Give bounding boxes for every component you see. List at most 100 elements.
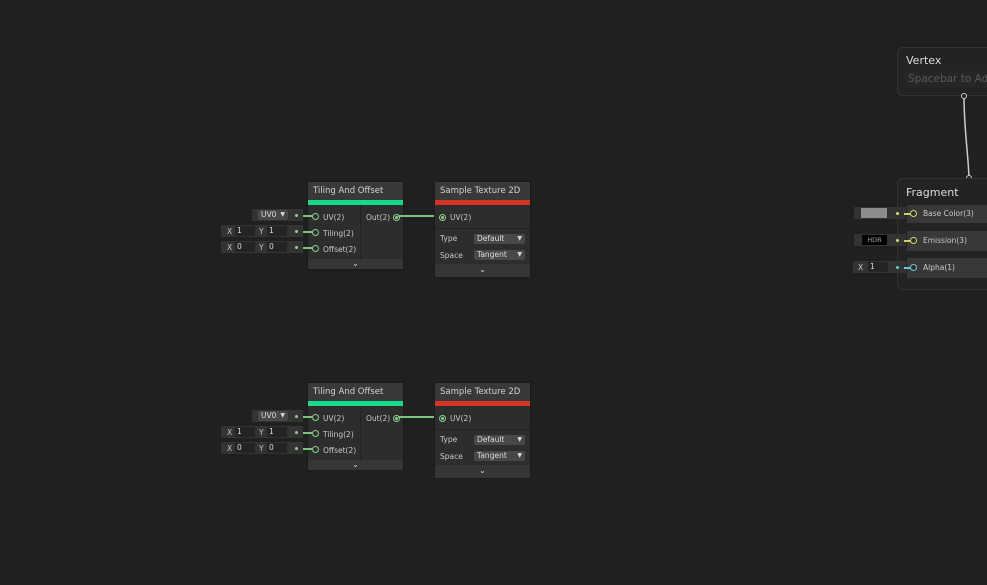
node-color-bar <box>435 401 530 406</box>
alpha-port[interactable] <box>910 264 917 271</box>
port-dot <box>295 447 298 450</box>
space-dropdown[interactable]: Tangent ▼ <box>474 451 525 461</box>
tiling-and-offset-node[interactable]: Tiling And Offset UV(2) Tiling(2) Offset… <box>307 382 404 471</box>
fragment-context[interactable]: Fragment Base Color(3) Emission(3) Alpha… <box>897 178 987 290</box>
base-color-swatch[interactable] <box>861 208 887 218</box>
alpha-label: Alpha(1) <box>923 263 955 272</box>
node-title: Tiling And Offset <box>308 383 403 401</box>
emission-slot[interactable]: Emission(3) <box>907 231 987 251</box>
sample-texture-2d-node[interactable]: Sample Texture 2D UV(2) Type Default ▼ Sp… <box>434 181 531 278</box>
dropdown-arrow-icon: ▼ <box>280 412 285 419</box>
dropdown-arrow-icon: ▼ <box>280 211 285 218</box>
emission-input[interactable]: HDR <box>854 234 906 246</box>
node-title: Sample Texture 2D <box>435 383 530 401</box>
type-label: Type <box>440 234 458 243</box>
emission-hdr-swatch[interactable]: HDR <box>862 235 887 245</box>
uv-input-port[interactable] <box>312 213 319 220</box>
base-color-label: Base Color(3) <box>923 209 974 218</box>
tiling-x-field[interactable]: 1 <box>235 427 255 437</box>
port-dot <box>896 266 899 269</box>
node-color-bar <box>435 200 530 205</box>
uv-channel-dropdown[interactable]: UV0 ▼ <box>258 210 288 220</box>
tiling-y-label: Y <box>259 428 264 437</box>
tiling-input-port[interactable] <box>312 430 319 437</box>
vertex-fragment-connection <box>961 93 972 181</box>
output-port[interactable] <box>393 415 400 422</box>
tiling-y-label: Y <box>259 227 264 236</box>
tiling-input[interactable]: X 1 Y 1 <box>221 225 303 237</box>
port-fill <box>441 216 444 219</box>
offset-y-field[interactable]: 0 <box>267 443 287 453</box>
tiling-x-label: X <box>227 227 233 236</box>
output-port[interactable] <box>393 214 400 221</box>
alpha-input[interactable]: X 1 <box>853 261 906 273</box>
divider <box>435 228 530 229</box>
offset-x-field[interactable]: 0 <box>235 242 255 252</box>
offset-input-port[interactable] <box>312 446 319 453</box>
offset-input[interactable]: X 0 Y 0 <box>221 442 303 454</box>
out-to-uv-connection <box>398 215 440 217</box>
uv-input-port[interactable] <box>439 415 446 422</box>
port-fill <box>395 216 398 219</box>
alpha-slot[interactable]: Alpha(1) <box>907 258 987 278</box>
collapse-chevron-icon[interactable]: ⌄ <box>435 465 530 478</box>
collapse-chevron-icon[interactable]: ⌄ <box>308 460 403 470</box>
input-uv-label: UV(2) <box>450 414 472 423</box>
type-dropdown[interactable]: Default ▼ <box>474 435 525 445</box>
input-uv-label: UV(2) <box>450 213 472 222</box>
collapse-chevron-icon[interactable]: ⌄ <box>435 264 530 277</box>
input-tiling-label: Tiling(2) <box>323 430 354 439</box>
fragment-title: Fragment <box>906 186 959 199</box>
tiling-input-port[interactable] <box>312 229 319 236</box>
tiling-y-field[interactable]: 1 <box>267 226 287 236</box>
space-dropdown[interactable]: Tangent ▼ <box>474 250 525 260</box>
port-dot <box>295 415 298 418</box>
tiling-inline-wire <box>302 231 313 233</box>
tiling-x-field[interactable]: 1 <box>235 226 255 236</box>
alpha-field[interactable]: 1 <box>868 262 888 272</box>
offset-x-field[interactable]: 0 <box>235 443 255 453</box>
divider <box>360 406 361 461</box>
vertex-add-placeholder[interactable]: Spacebar to Add <box>904 71 987 87</box>
offset-x-label: X <box>227 243 233 252</box>
type-dropdown[interactable]: Default ▼ <box>474 234 525 244</box>
tiling-and-offset-node[interactable]: Tiling And Offset UV(2) Tiling(2) Offset… <box>307 181 404 270</box>
offset-y-field[interactable]: 0 <box>267 242 287 252</box>
uv-inline-wire <box>302 416 313 418</box>
dropdown-arrow-icon: ▼ <box>517 251 522 258</box>
base-color-wire <box>904 213 912 215</box>
uv-channel-value: UV0 <box>261 210 277 219</box>
divider <box>435 429 530 430</box>
type-value: Default <box>477 234 505 243</box>
alpha-wire <box>904 267 912 269</box>
offset-input-port[interactable] <box>312 245 319 252</box>
vertex-title: Vertex <box>906 54 942 67</box>
input-offset-label: Offset(2) <box>323 446 357 455</box>
offset-input[interactable]: X 0 Y 0 <box>221 241 303 253</box>
out-to-uv-connection <box>398 416 440 418</box>
emission-port[interactable] <box>910 237 917 244</box>
collapse-chevron-icon[interactable]: ⌄ <box>308 259 403 269</box>
uv-channel-dropdown[interactable]: UV0 ▼ <box>258 411 288 421</box>
port-dot <box>896 212 899 215</box>
input-uv-label: UV(2) <box>323 213 345 222</box>
port-fill <box>441 417 444 420</box>
space-label: Space <box>440 452 463 461</box>
base-color-port[interactable] <box>910 210 917 217</box>
base-color-input[interactable] <box>854 207 906 219</box>
vertex-context[interactable]: Vertex Spacebar to Add <box>897 47 987 96</box>
alpha-x-label: X <box>858 263 864 272</box>
base-color-slot[interactable]: Base Color(3) <box>907 205 987 223</box>
uv-channel-input[interactable]: UV0 ▼ <box>252 410 303 422</box>
uv-input-port[interactable] <box>312 414 319 421</box>
tiling-y-field[interactable]: 1 <box>267 427 287 437</box>
sample-texture-2d-node[interactable]: Sample Texture 2D UV(2) Type Default ▼ Sp… <box>434 382 531 479</box>
offset-x-label: X <box>227 444 233 453</box>
port-dot <box>295 431 298 434</box>
offset-y-label: Y <box>259 243 264 252</box>
uv-channel-input[interactable]: UV0 ▼ <box>252 209 303 221</box>
tiling-input[interactable]: X 1 Y 1 <box>221 426 303 438</box>
emission-wire <box>904 240 912 242</box>
space-value: Tangent <box>477 250 507 259</box>
uv-input-port[interactable] <box>439 214 446 221</box>
